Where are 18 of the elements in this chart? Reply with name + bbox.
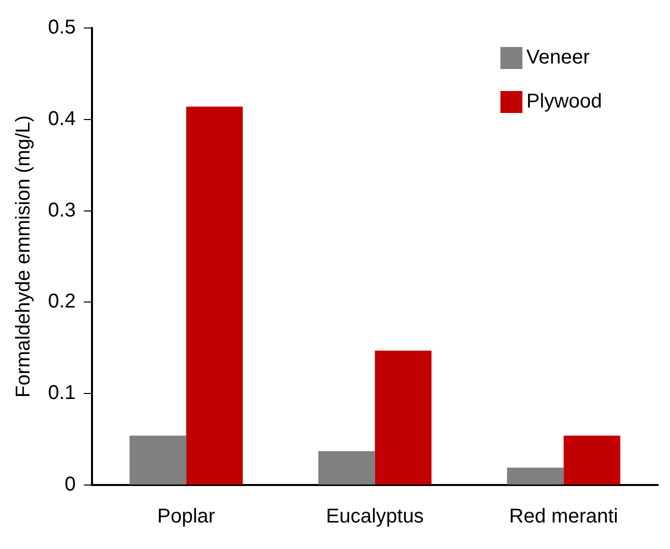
x-tick-label: Red meranti [509,506,618,528]
legend-label: Veneer [526,46,590,69]
y-tick-label: 0.1 [48,382,76,404]
bar [564,436,620,484]
y-tick-label: 0.4 [48,108,76,130]
y-tick-label: 0 [64,474,76,496]
bar [374,350,432,484]
bar [186,106,243,484]
x-tick-label: Eucalyptus [326,506,424,528]
y-tick-label: 0.5 [48,16,76,39]
y-tick-label: 0.2 [48,290,76,313]
y-tick-label: 0.3 [48,199,76,222]
legend-label: Plywood [526,90,602,113]
bar [130,436,186,484]
x-tick-label: Poplar [157,506,216,528]
bar [507,468,564,484]
bar [318,451,375,484]
y-axis-title: Formaldehyde emmision (mg/L) [12,115,35,398]
